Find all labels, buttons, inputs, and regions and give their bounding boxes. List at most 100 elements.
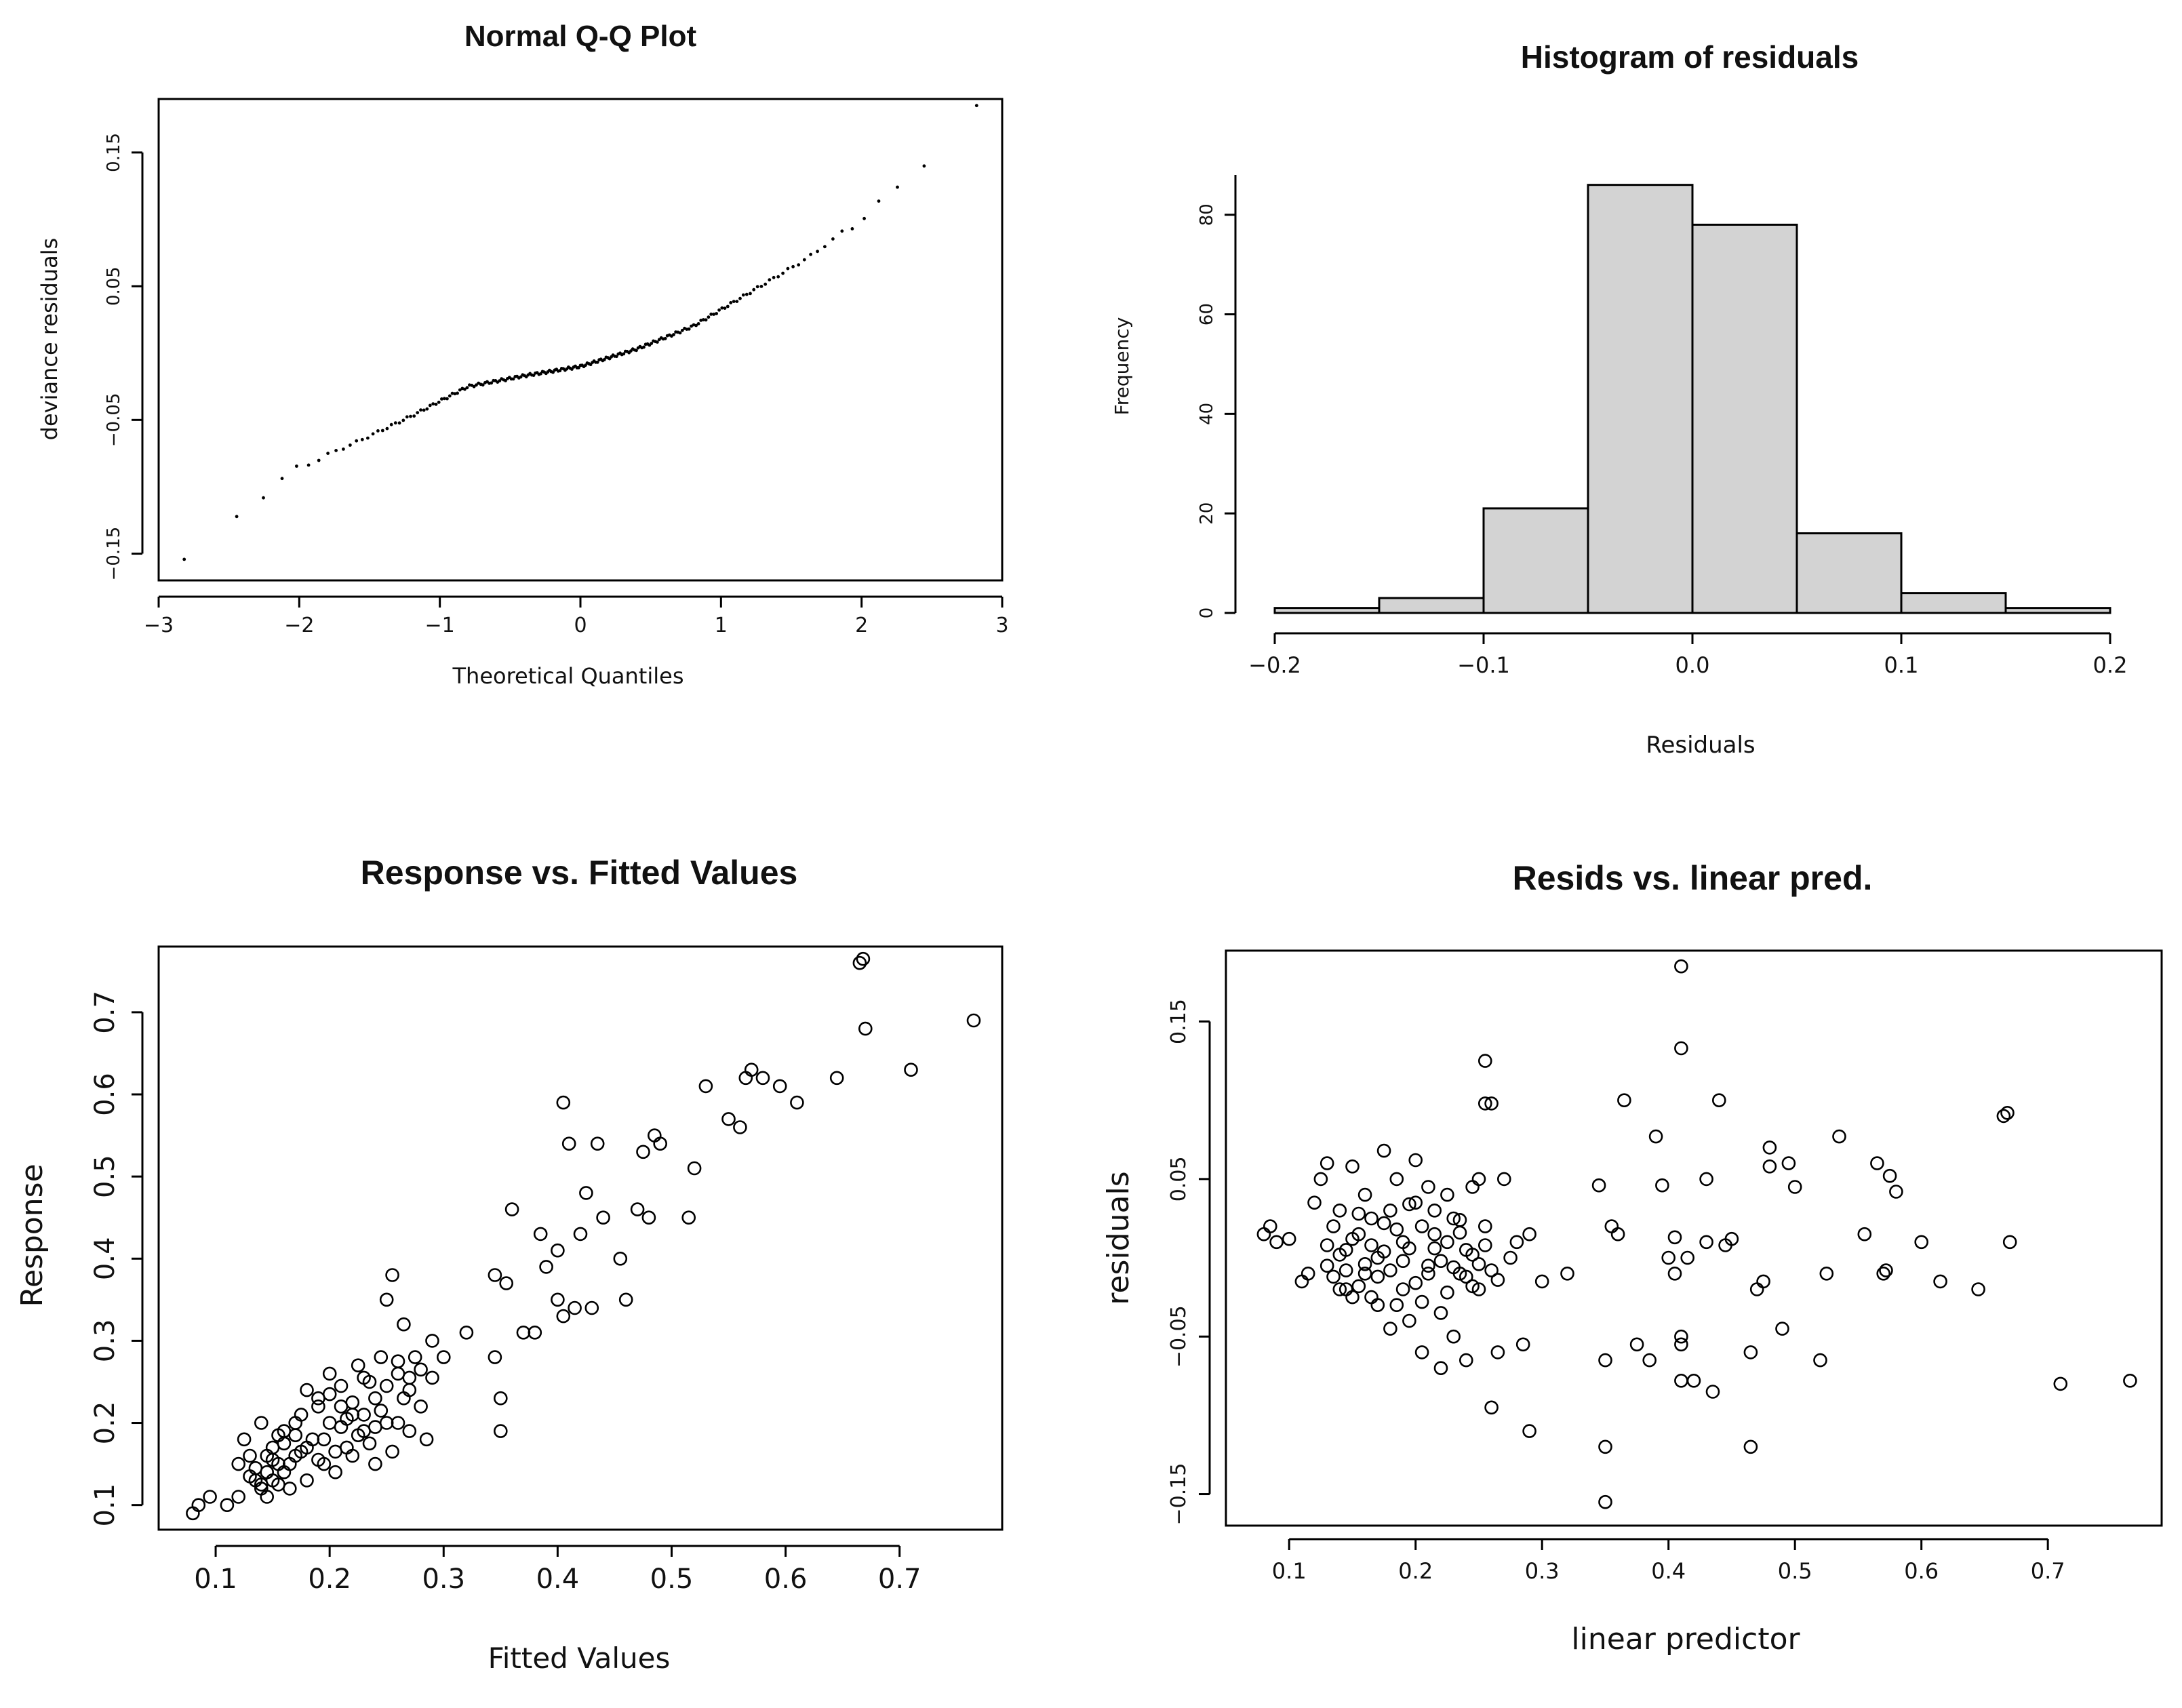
resp-point: [499, 1276, 514, 1290]
resp-point: [203, 1490, 217, 1504]
resid-point: [1674, 1337, 1688, 1352]
qq-x-axis: −3 −2 −1 0 1 2 3: [144, 595, 1009, 637]
resp-point: [260, 1465, 275, 1479]
qq-point: [456, 391, 459, 395]
resid-point: [1332, 1282, 1347, 1296]
qq-point: [419, 408, 422, 412]
qq-point: [709, 313, 713, 316]
resid-point: [1433, 1254, 1448, 1268]
resid-point: [1661, 1250, 1675, 1265]
resp-point: [755, 1071, 770, 1086]
resp-point: [425, 1334, 439, 1348]
qq-point: [715, 312, 718, 315]
hist-bar: [1482, 507, 1589, 614]
resp-point: [596, 1210, 610, 1225]
resid-x-tick-label: 0.6: [1904, 1558, 1939, 1584]
qq-point: [440, 397, 443, 401]
qq-point: [797, 263, 801, 266]
qq-panel: Normal Q-Q Plot −3 −2 −1 0 1 2 3 −0.15 −0.05 0.0…: [37, 20, 1009, 689]
resp-y-tick-label: 0.3: [90, 1319, 121, 1363]
qq-y-tick-label: 0.15: [104, 133, 124, 172]
resid-point: [1389, 1222, 1404, 1237]
resp-point: [698, 1079, 713, 1094]
resid-point: [1383, 1263, 1397, 1277]
resid-x-tick-label: 0.4: [1651, 1558, 1686, 1584]
resp-point: [636, 1145, 650, 1159]
qq-point: [823, 245, 827, 249]
resid-point: [1674, 1041, 1688, 1056]
qq-point: [405, 415, 409, 419]
resid-point: [1598, 1494, 1612, 1509]
qq-point: [475, 383, 478, 387]
response-panel: Response vs. Fitted Values 0.1 0.2 0.3 0.4 0…: [15, 854, 1004, 1675]
resp-point: [579, 1186, 593, 1200]
qq-title: Normal Q-Q Plot: [464, 20, 697, 53]
resid-point: [1440, 1285, 1454, 1300]
resid-point: [1408, 1195, 1423, 1210]
resid-point: [1383, 1204, 1397, 1218]
resp-point: [379, 1292, 394, 1307]
resid-point: [1775, 1322, 1789, 1336]
resid-point: [1383, 1322, 1397, 1336]
resp-point: [568, 1300, 582, 1315]
resid-points: [1256, 959, 2137, 1509]
resid-point: [1522, 1227, 1536, 1242]
qq-point: [409, 414, 412, 418]
resp-point: [653, 1136, 668, 1151]
resid-point: [1421, 1180, 1435, 1194]
hist-y-tick-label: 80: [1197, 203, 1217, 226]
qq-point: [690, 324, 693, 328]
qq-point: [720, 306, 724, 310]
qq-point: [434, 402, 438, 406]
resid-point: [1699, 1172, 1713, 1187]
resp-point: [254, 1416, 269, 1430]
resp-point: [345, 1395, 360, 1410]
qq-point: [360, 437, 364, 441]
resid-panel: Resids vs. linear pred. 0.1 0.2 0.3 0.4 0.5 0…: [1101, 859, 2163, 1656]
resp-point: [391, 1416, 405, 1430]
qq-point: [745, 292, 749, 296]
resp-point: [904, 1062, 918, 1077]
resp-point: [379, 1378, 394, 1393]
qq-x-tick-label: 2: [855, 614, 868, 637]
qq-point: [896, 185, 899, 189]
resid-point: [1402, 1313, 1416, 1328]
hist-y-tick-label: 20: [1197, 502, 1217, 525]
resid-point: [1338, 1282, 1353, 1296]
resid-point: [1357, 1187, 1372, 1202]
qq-point: [428, 403, 432, 408]
resp-point: [385, 1444, 399, 1459]
resid-point: [1724, 1231, 1739, 1246]
hist-x-tick-label: 0.2: [2093, 652, 2128, 678]
resp-point: [391, 1354, 405, 1368]
resp-y-axis: 0.1 0.2 0.3 0.4 0.5 0.6 0.7: [90, 991, 144, 1526]
resid-point: [1642, 1353, 1657, 1368]
resp-point: [613, 1252, 628, 1266]
resid-point: [1433, 1361, 1448, 1375]
resid-point: [1465, 1248, 1480, 1262]
resid-point: [1743, 1439, 1758, 1454]
resid-y-tick-label: −0.05: [1167, 1305, 1191, 1368]
resid-x-tick-label: 0.3: [1525, 1558, 1560, 1584]
resid-point: [1515, 1337, 1530, 1352]
qq-point: [431, 402, 435, 405]
resp-x-tick-label: 0.2: [308, 1564, 351, 1595]
resid-point: [1478, 1238, 1492, 1252]
qq-point: [445, 397, 449, 401]
resp-point: [436, 1350, 451, 1364]
resp-point: [533, 1227, 548, 1242]
qq-point: [707, 315, 711, 319]
resid-point: [2000, 1106, 2015, 1120]
qq-point: [498, 379, 502, 382]
qq-point: [349, 443, 352, 447]
resid-point: [1971, 1282, 1985, 1296]
resp-y-tick-label: 0.6: [90, 1073, 121, 1116]
qq-point: [656, 340, 659, 344]
resp-x-tick-label: 0.4: [536, 1564, 580, 1595]
resid-point: [1914, 1235, 1928, 1250]
resp-x-tick-label: 0.5: [650, 1564, 694, 1595]
resid-point: [1269, 1235, 1284, 1250]
hist-y-tick-label: 0: [1197, 608, 1217, 619]
resp-y-label: Response: [15, 1164, 49, 1307]
resid-point: [1705, 1385, 1720, 1399]
